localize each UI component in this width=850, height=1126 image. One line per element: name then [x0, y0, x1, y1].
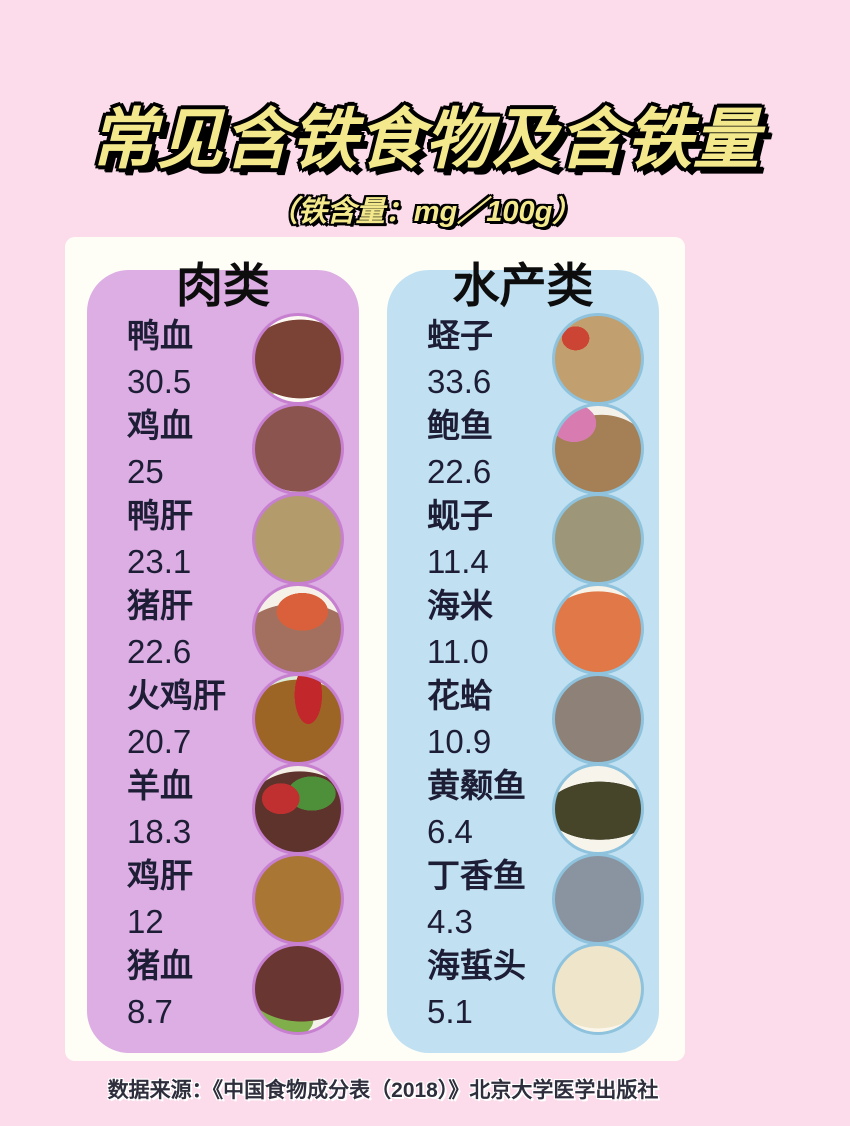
food-text-block: 羊血 18.3	[127, 763, 193, 855]
food-row: 丁香鱼 4.3	[387, 853, 659, 945]
jellyfish-photo-icon	[552, 943, 644, 1035]
turkey-liver-photo-icon	[252, 673, 344, 765]
page-title: 常见含铁食物及含铁量	[90, 102, 760, 176]
aquatic-column-header: 水产类	[452, 259, 594, 312]
duck-blood-photo-icon	[252, 313, 344, 405]
chicken-liver-photo-icon	[252, 853, 344, 945]
iron-value-label: 12	[127, 903, 164, 940]
food-text-block: 鸭血 30.5	[127, 313, 193, 405]
food-text-block: 鸡血 25	[127, 403, 193, 495]
clam-huage-photo-icon	[552, 673, 644, 765]
food-text-block: 海蜇头 5.1	[427, 943, 526, 1035]
food-row: 火鸡肝 20.7	[87, 673, 359, 765]
food-row: 鲍鱼 22.6	[387, 403, 659, 495]
food-name-label: 蚬子	[427, 496, 493, 534]
iron-value-label: 18.3	[127, 813, 192, 850]
abalone-photo-icon	[552, 403, 644, 495]
food-text-block: 鸡肝 12	[127, 853, 193, 945]
food-name-label: 丁香鱼	[427, 856, 526, 894]
food-text-block: 蛏子 33.6	[427, 313, 493, 405]
iron-value-label: 11.4	[427, 543, 489, 580]
razor-clam-photo-icon	[552, 313, 644, 405]
food-row: 鸡血 25	[87, 403, 359, 495]
food-name-label: 蛏子	[427, 316, 493, 354]
aquatic-rows: 蛏子 33.6 鲍鱼 22.6 蚬子 11.4 海米 11.0 花蛤 10.9	[387, 313, 659, 1035]
food-name-label: 猪肝	[127, 586, 193, 624]
iron-value-label: 11.0	[427, 633, 489, 670]
food-name-label: 海蜇头	[427, 946, 526, 984]
pork-blood-photo-icon	[252, 943, 344, 1035]
data-source-note: 数据来源：《中国食物成分表（2018）》北京大学医学出版社	[107, 1079, 659, 1102]
food-row: 蛏子 33.6	[387, 313, 659, 405]
food-text-block: 猪肝 22.6	[127, 583, 193, 675]
food-row: 蚬子 11.4	[387, 493, 659, 585]
yellow-catfish-photo-icon	[552, 763, 644, 855]
sheep-blood-photo-icon	[252, 763, 344, 855]
food-row: 海米 11.0	[387, 583, 659, 675]
food-name-label: 鸡血	[127, 406, 193, 444]
food-name-label: 鲍鱼	[427, 406, 493, 444]
food-row: 猪血 8.7	[87, 943, 359, 1035]
iron-value-label: 8.7	[127, 993, 173, 1030]
clam-xianzi-photo-icon	[552, 493, 644, 585]
food-name-label: 黄颡鱼	[427, 766, 526, 804]
iron-value-label: 22.6	[127, 633, 192, 670]
food-text-block: 海米 11.0	[427, 583, 493, 675]
unit-subtitle: （铁含量：mg／100g）	[268, 196, 582, 228]
food-name-label: 鸡肝	[127, 856, 193, 894]
iron-value-label: 6.4	[427, 813, 473, 850]
food-name-label: 海米	[427, 586, 493, 624]
aquatic-column-box: 蛏子 33.6 鲍鱼 22.6 蚬子 11.4 海米 11.0 花蛤 10.9	[387, 270, 659, 1053]
iron-value-label: 5.1	[427, 993, 473, 1030]
food-text-block: 猪血 8.7	[127, 943, 193, 1035]
food-text-block: 丁香鱼 4.3	[427, 853, 526, 945]
duck-liver-photo-icon	[252, 493, 344, 585]
food-text-block: 蚬子 11.4	[427, 493, 493, 585]
food-name-label: 羊血	[127, 766, 193, 804]
food-name-label: 花蛤	[427, 676, 493, 714]
meat-rows: 鸭血 30.5 鸡血 25 鸭肝 23.1 猪肝 22.6 火鸡肝 20.7	[87, 313, 359, 1035]
food-text-block: 黄颡鱼 6.4	[427, 763, 526, 855]
food-row: 猪肝 22.6	[87, 583, 359, 675]
food-row: 花蛤 10.9	[387, 673, 659, 765]
content-panel: 肉类 鸭血 30.5 鸡血 25 鸭肝 23.1 猪肝 22.6 火	[65, 237, 685, 1061]
food-row: 鸭血 30.5	[87, 313, 359, 405]
anchovy-photo-icon	[552, 853, 644, 945]
food-name-label: 猪血	[127, 946, 193, 984]
meat-column-header: 肉类	[176, 259, 270, 312]
food-text-block: 花蛤 10.9	[427, 673, 493, 765]
food-row: 海蜇头 5.1	[387, 943, 659, 1035]
iron-value-label: 23.1	[127, 543, 192, 580]
food-row: 鸡肝 12	[87, 853, 359, 945]
food-name-label: 火鸡肝	[127, 676, 226, 714]
pork-liver-photo-icon	[252, 583, 344, 675]
meat-column-box: 鸭血 30.5 鸡血 25 鸭肝 23.1 猪肝 22.6 火鸡肝 20.7	[87, 270, 359, 1053]
iron-value-label: 22.6	[427, 453, 492, 490]
meat-column: 肉类 鸭血 30.5 鸡血 25 鸭肝 23.1 猪肝 22.6 火	[87, 237, 359, 1061]
chicken-blood-photo-icon	[252, 403, 344, 495]
iron-value-label: 30.5	[127, 363, 192, 400]
iron-value-label: 20.7	[127, 723, 192, 760]
food-name-label: 鸭肝	[127, 496, 193, 534]
food-row: 黄颡鱼 6.4	[387, 763, 659, 855]
iron-value-label: 25	[127, 453, 164, 490]
food-name-label: 鸭血	[127, 316, 193, 354]
iron-value-label: 33.6	[427, 363, 492, 400]
food-text-block: 火鸡肝 20.7	[127, 673, 226, 765]
iron-value-label: 4.3	[427, 903, 473, 940]
iron-value-label: 10.9	[427, 723, 492, 760]
food-text-block: 鸭肝 23.1	[127, 493, 193, 585]
aquatic-column: 水产类 蛏子 33.6 鲍鱼 22.6 蚬子 11.4 海米 11.0	[387, 237, 659, 1061]
food-row: 鸭肝 23.1	[87, 493, 359, 585]
food-text-block: 鲍鱼 22.6	[427, 403, 493, 495]
food-row: 羊血 18.3	[87, 763, 359, 855]
dried-shrimp-photo-icon	[552, 583, 644, 675]
